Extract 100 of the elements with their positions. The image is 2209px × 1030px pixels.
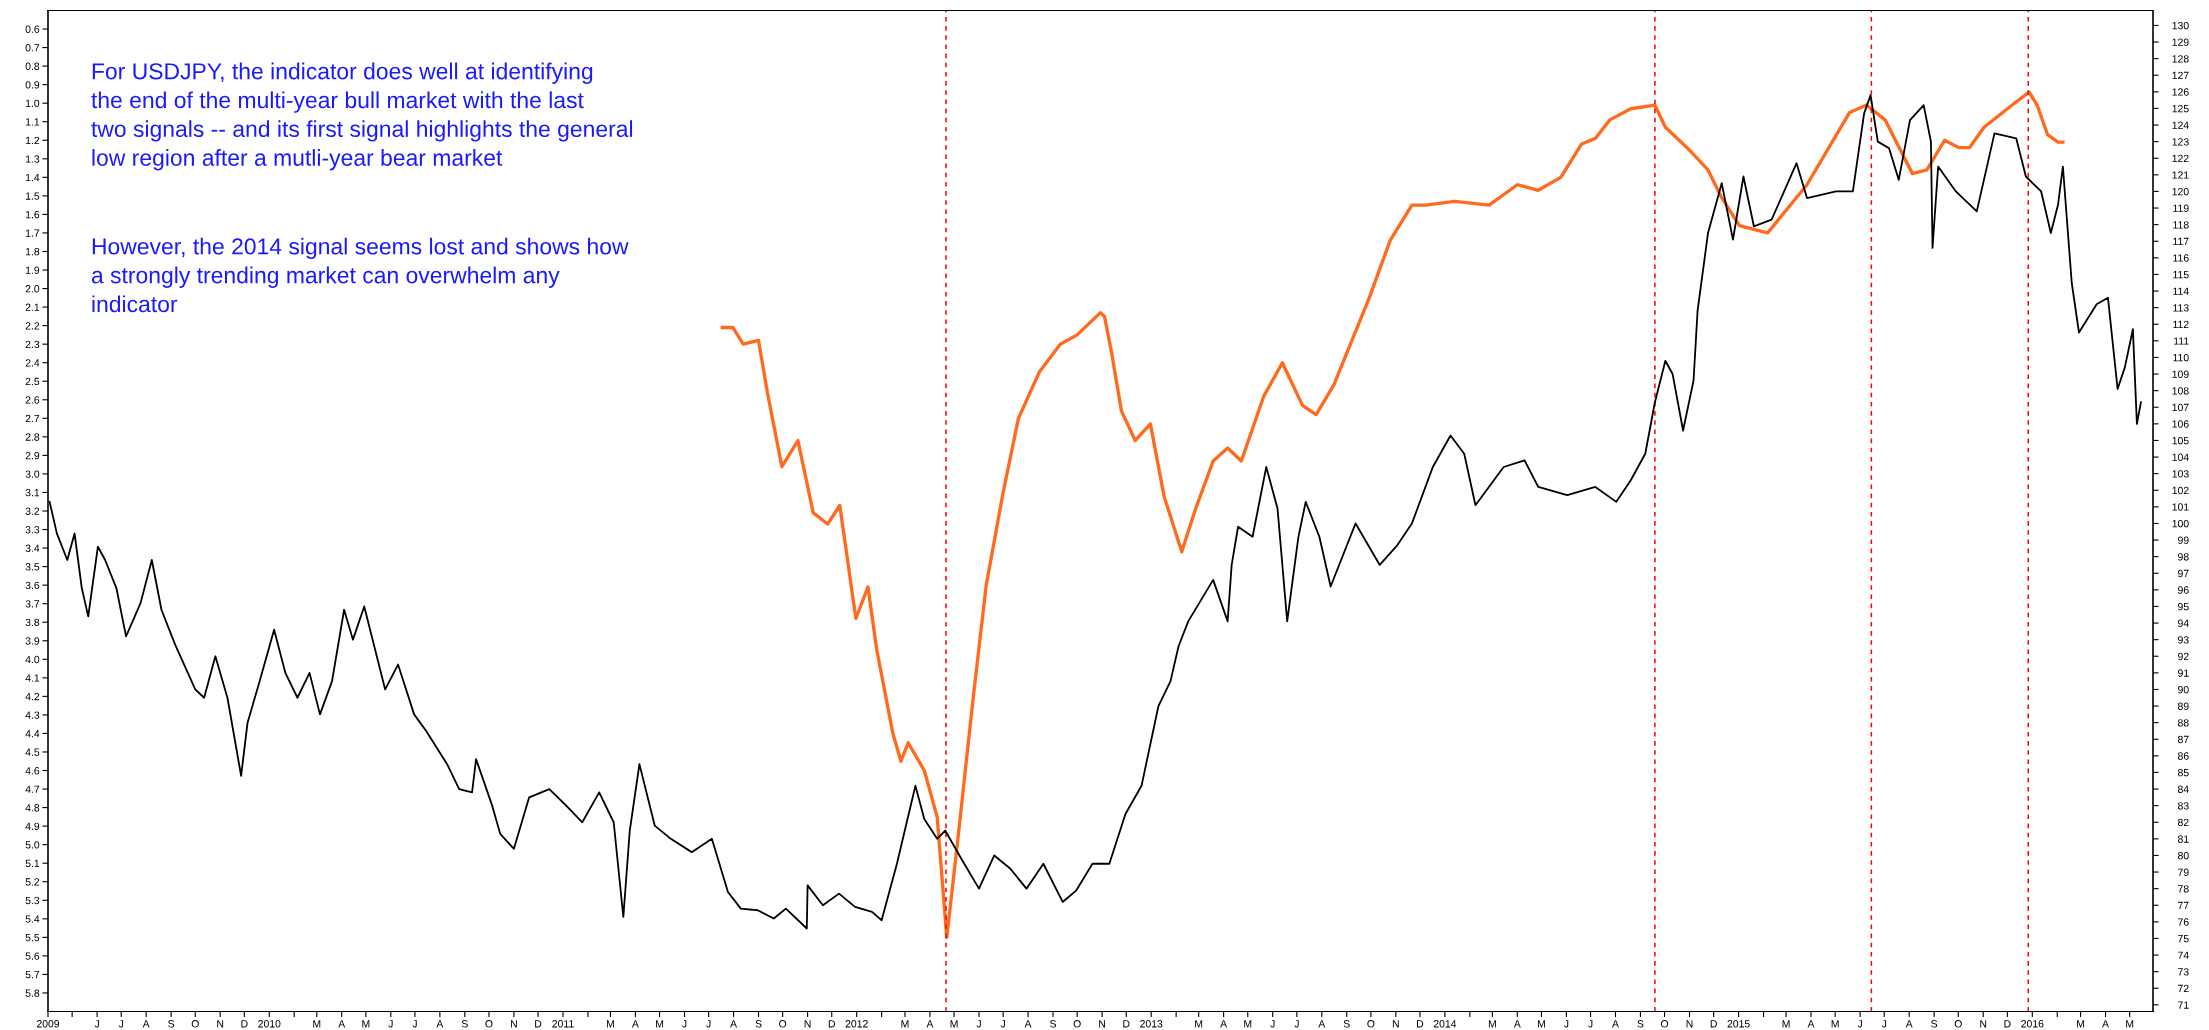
y2-tick-label: 95 xyxy=(2178,602,2189,611)
y2-tick-label: 72 xyxy=(2178,984,2189,993)
x-tick-label: A xyxy=(1513,1020,1521,1028)
y-tick-label: 3.5 xyxy=(25,563,40,571)
y-tick-label: 5.8 xyxy=(25,989,40,997)
y2-tick-label: 82 xyxy=(2177,818,2189,827)
y2-tick-label: 101 xyxy=(2172,503,2189,511)
y2-tick-label: 108 xyxy=(2172,387,2189,395)
x-tick-label: 2016 xyxy=(2021,1020,2044,1028)
y2-tick-label: 117 xyxy=(2173,237,2189,246)
y-tick-label: 3.1 xyxy=(25,488,40,497)
y-tick-label: 5.7 xyxy=(25,971,40,979)
x-tick-label: S xyxy=(1637,1020,1644,1028)
x-tick-label: M xyxy=(2077,1020,2085,1028)
x-tick-label: M xyxy=(1195,1020,1203,1028)
x-tick-label: S xyxy=(1931,1020,1938,1028)
x-tick-label: 2015 xyxy=(1727,1020,1750,1028)
y2-tick-label: 87 xyxy=(2177,735,2189,744)
y2-tick-label: 124 xyxy=(2172,121,2189,129)
x-tick-label: A xyxy=(1318,1020,1326,1028)
y-tick-label: 1.4 xyxy=(25,173,40,182)
y-tick-label: 1.3 xyxy=(25,155,40,163)
y-tick-label: 0.6 xyxy=(25,25,40,33)
x-tick-label: J xyxy=(412,1020,417,1028)
x-tick-label: D xyxy=(535,1020,542,1028)
y-tick-label: 3.3 xyxy=(25,526,40,534)
y2-tick-label: 97 xyxy=(2178,569,2189,578)
y2-tick-label: 123 xyxy=(2172,138,2189,146)
x-tick-label: 2010 xyxy=(258,1020,281,1028)
x-tick-label: J xyxy=(1270,1020,1275,1028)
y-tick-label: 3.0 xyxy=(25,470,40,478)
x-tick-label: 2014 xyxy=(1433,1020,1457,1028)
y-tick-label: 2.8 xyxy=(25,433,40,441)
y-tick-label: 3.9 xyxy=(25,637,40,645)
x-tick-label: A xyxy=(631,1020,639,1028)
y2-tick-label: 130 xyxy=(2172,21,2189,30)
y-tick-label: 4.3 xyxy=(25,711,40,719)
y-tick-label: 1.7 xyxy=(25,229,40,237)
y-tick-label: 4.8 xyxy=(25,804,40,812)
x-tick-label: M xyxy=(1537,1020,1545,1028)
x-tick-label: A xyxy=(2102,1020,2109,1028)
y-tick-label: 3.4 xyxy=(25,544,40,552)
x-tick-label: J xyxy=(1294,1020,1299,1028)
y2-tick-label: 92 xyxy=(2178,652,2189,661)
y-tick-label: 0.9 xyxy=(25,81,40,89)
y2-tick-label: 73 xyxy=(2178,968,2189,976)
y2-tick-label: 83 xyxy=(2177,802,2189,810)
y-tick-label: 4.4 xyxy=(25,730,40,738)
y-tick-label: 1.1 xyxy=(25,118,40,126)
y-tick-label: 3.6 xyxy=(25,581,40,590)
y-tick-label: 4.1 xyxy=(25,674,40,682)
y2-tick-label: 100 xyxy=(2172,519,2189,528)
y2-tick-label: 110 xyxy=(2173,353,2189,362)
y-tick-label: 4.0 xyxy=(25,655,40,664)
y2-tick-label: 102 xyxy=(2172,486,2189,495)
x-tick-label: N xyxy=(510,1020,517,1028)
y-tick-label: 2.4 xyxy=(25,359,40,367)
y2-tick-label: 96 xyxy=(2178,586,2189,594)
y2-tick-label: 71 xyxy=(2178,1001,2189,1009)
x-tick-label: A xyxy=(730,1020,738,1028)
y2-tick-label: 103 xyxy=(2172,470,2189,478)
y-tick-label: 1.9 xyxy=(25,266,40,274)
y-tick-label: 5.0 xyxy=(25,841,40,849)
x-tick-label: A xyxy=(1905,1020,1913,1028)
y-tick-label: 0.7 xyxy=(25,44,40,52)
y-tick-label: 5.4 xyxy=(25,915,40,923)
y2-tick-label: 98 xyxy=(2178,553,2189,561)
y-tick-label: 2.5 xyxy=(25,377,40,386)
y2-tick-label: 119 xyxy=(2173,204,2189,212)
y2-tick-label: 91 xyxy=(2178,669,2189,677)
y2-tick-label: 78 xyxy=(2178,885,2189,893)
y-tick-label: 5.3 xyxy=(25,896,40,905)
x-tick-label: A xyxy=(926,1020,934,1028)
y2-tick-label: 75 xyxy=(2178,935,2189,943)
x-tick-label: N xyxy=(1980,1020,1987,1028)
x-tick-label: D xyxy=(1123,1020,1130,1028)
x-tick-label: N xyxy=(1392,1020,1399,1028)
annotation: However, the 2014 signal seems lost and shows how a strongly trending market can overwhelm any indicator xyxy=(91,237,629,313)
x-tick-label: 2011 xyxy=(552,1020,574,1028)
x-tick-label: J xyxy=(388,1020,393,1028)
x-tick-label: J xyxy=(1000,1020,1005,1028)
y-tick-label: 3.7 xyxy=(25,600,40,608)
y2-tick-label: 118 xyxy=(2173,221,2189,229)
x-tick-label: M xyxy=(901,1020,909,1028)
x-tick-label: A xyxy=(1612,1020,1619,1028)
y-tick-label: 2.6 xyxy=(25,396,40,404)
y2-tick-label: 76 xyxy=(2178,918,2189,926)
y-tick-label: 4.5 xyxy=(25,748,40,756)
x-tick-label: M xyxy=(362,1020,370,1028)
x-tick-label: M xyxy=(1782,1020,1790,1028)
y2-tick-label: 93 xyxy=(2178,636,2189,644)
annotation: For USDJPY, the indicator does well at identifying the end of the multi-year bull market with the last two signals -- and its first signal highlights the general low region after a mutli-year bear market xyxy=(91,62,633,171)
y2-tick-label: 88 xyxy=(2177,719,2189,727)
x-tick-label: S xyxy=(1343,1020,1350,1028)
x-tick-label: O xyxy=(1073,1020,1081,1028)
line-series xyxy=(720,90,2065,940)
x-tick-label: A xyxy=(436,1020,444,1028)
y-tick-label: 5.5 xyxy=(25,933,40,942)
x-tick-label: O xyxy=(1367,1020,1375,1028)
x-tick-label: 2012 xyxy=(845,1020,868,1028)
